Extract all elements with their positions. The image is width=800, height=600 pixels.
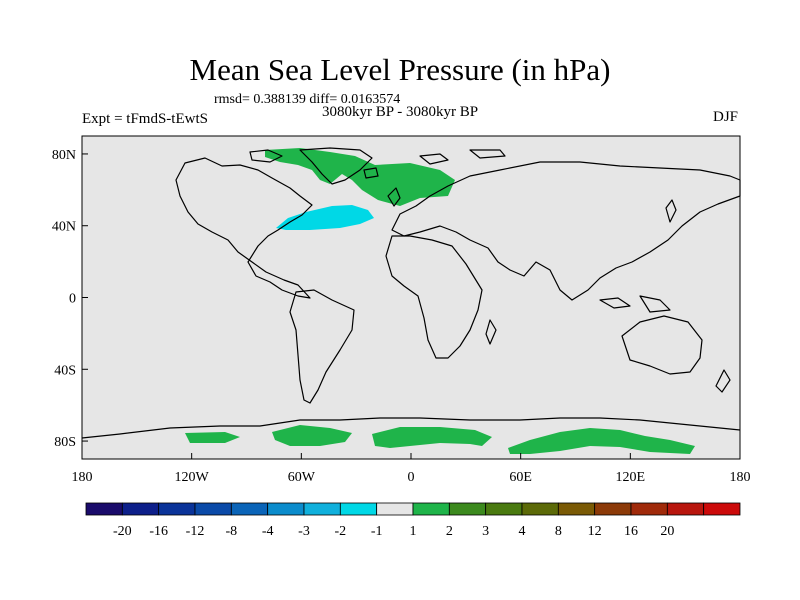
coast-japan xyxy=(665,199,677,223)
positive-anomaly-antarctic-4 xyxy=(508,428,695,454)
period-label: 3080kyr BP - 3080kyr BP xyxy=(322,104,479,120)
colorbar-swatch xyxy=(303,502,341,516)
colorbar-swatch xyxy=(339,502,378,516)
season-label: DJF xyxy=(712,109,738,125)
coast-africa xyxy=(385,235,483,359)
coast-eurasia xyxy=(391,161,741,301)
positive-anomaly-antarctic-1 xyxy=(185,432,240,443)
colorbar-swatch xyxy=(630,502,668,516)
colorbar-label: -3 xyxy=(298,524,310,539)
colorbar-swatch xyxy=(666,502,705,516)
colorbar: -20 -16 -12 -8 -4 -3 -2 -1 1 2 3 4 8 12 16 20 xyxy=(85,502,741,539)
colorbar-label: 2 xyxy=(446,524,453,539)
colorbar-label: 12 xyxy=(588,524,602,539)
colorbar-swatch xyxy=(121,502,160,516)
coast-south-america xyxy=(289,289,355,404)
coast-british-isles xyxy=(363,167,401,207)
colorbar-label: -4 xyxy=(262,524,274,539)
colorbar-swatch xyxy=(412,502,450,516)
lon-tick-label: 60E xyxy=(509,470,532,485)
colorbar-swatch xyxy=(376,502,414,516)
colorbar-label: -12 xyxy=(186,524,205,539)
lon-tick-label: 0 xyxy=(408,470,415,485)
lon-tick-label: 120E xyxy=(616,470,646,485)
lat-tick-label: 40N xyxy=(52,220,76,235)
coast-greenland xyxy=(299,147,373,185)
colorbar-swatch xyxy=(85,502,123,516)
colorbar-label: 3 xyxy=(482,524,489,539)
colorbar-label: 20 xyxy=(660,524,674,539)
colorbar-swatch xyxy=(594,502,632,516)
colorbar-label: -20 xyxy=(113,524,132,539)
colorbar-swatch xyxy=(557,502,596,516)
coast-arctic-islands xyxy=(249,149,506,165)
coast-madagascar xyxy=(485,319,497,345)
colorbar-label: -1 xyxy=(371,524,383,539)
colorbar-swatch xyxy=(230,502,269,516)
colorbar-label: -2 xyxy=(334,524,346,539)
rmsd-stats: rmsd= 0.388139 diff= 0.0163574 xyxy=(214,92,401,107)
coast-antarctica xyxy=(81,417,741,439)
colorbar-swatch xyxy=(703,502,741,516)
colorbar-swatch xyxy=(194,502,232,516)
positive-anomaly-antarctic-2 xyxy=(272,425,352,446)
colorbar-swatch xyxy=(448,502,487,516)
experiment-label: Expt = tFmdS-tEwtS xyxy=(82,111,208,127)
colorbar-label: -16 xyxy=(149,524,168,539)
lat-tick-label: 80N xyxy=(52,148,76,163)
coast-new-zealand xyxy=(715,369,731,393)
lat-tick-label: 80S xyxy=(54,435,76,450)
coast-north-america xyxy=(175,157,313,299)
colorbar-label: 16 xyxy=(624,524,638,539)
positive-anomaly-antarctic-3 xyxy=(372,427,492,448)
colorbar-label: 4 xyxy=(519,524,526,539)
lon-tick-label: 60W xyxy=(288,470,316,485)
lat-tick-label: 40S xyxy=(54,363,76,378)
colorbar-label: 1 xyxy=(410,524,417,539)
lat-tick-label: 0 xyxy=(69,292,76,307)
axis-ticks: 80N 40N 0 40S 80S 180 120W 60W 0 60E 120E 180 xyxy=(52,148,751,485)
colorbar-label: -8 xyxy=(225,524,237,539)
lon-tick-label: 180 xyxy=(72,470,93,485)
coastlines xyxy=(81,147,741,439)
colorbar-label: 8 xyxy=(555,524,562,539)
colorbar-swatch xyxy=(485,502,523,516)
lon-tick-label: 120W xyxy=(175,470,210,485)
coast-australia xyxy=(621,315,703,375)
coast-indonesia xyxy=(599,295,671,313)
colorbar-swatch xyxy=(158,502,196,516)
colorbar-swatch xyxy=(521,502,559,516)
lon-tick-label: 180 xyxy=(730,470,751,485)
negative-anomaly-north-atlantic xyxy=(276,205,374,230)
map-title: Mean Sea Level Pressure (in hPa) xyxy=(189,52,611,87)
colorbar-swatch xyxy=(267,502,305,516)
